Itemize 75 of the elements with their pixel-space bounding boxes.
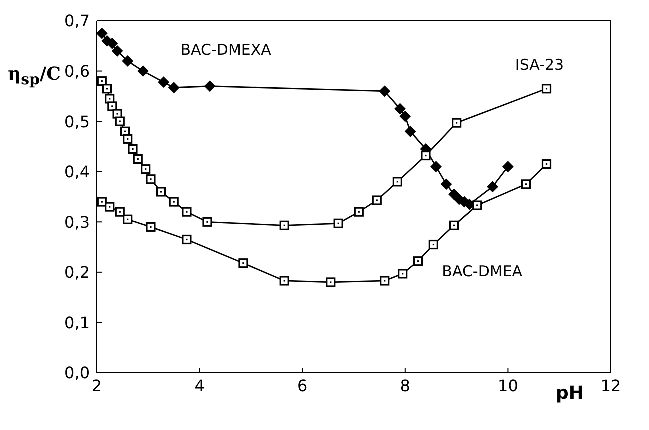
point [441, 178, 452, 190]
point [97, 76, 107, 86]
point [428, 240, 438, 250]
point [112, 109, 122, 119]
series-label: BAC-DMEXA [180, 40, 272, 59]
point [128, 144, 138, 154]
point [398, 269, 408, 279]
x-tick-label: 8 [400, 376, 410, 396]
point [405, 126, 416, 138]
point [521, 180, 531, 190]
point [449, 220, 460, 230]
point [115, 116, 125, 126]
point [158, 76, 170, 88]
point [202, 217, 212, 227]
y-tick-label: 0,5 [64, 112, 90, 132]
x-tick-label: 2 [92, 376, 102, 396]
point [120, 126, 130, 136]
y-tick-label: 0,2 [64, 263, 90, 282]
point [133, 154, 143, 164]
point [542, 84, 552, 94]
y-tick-label: 0,4 [64, 162, 90, 182]
x-tick-label: 10 [498, 376, 518, 396]
point [156, 187, 166, 197]
x-tick-label: 4 [194, 376, 205, 396]
point [105, 202, 115, 212]
point [487, 181, 498, 192]
point [168, 82, 180, 94]
point [141, 164, 151, 174]
point [421, 150, 431, 161]
point [280, 220, 290, 230]
point [472, 200, 482, 210]
x-axis-title: pH [556, 383, 584, 404]
point [146, 222, 156, 232]
point [280, 276, 290, 286]
point [379, 86, 390, 97]
point [354, 207, 364, 217]
point [123, 134, 133, 144]
y-tick-label: 0,7 [64, 12, 90, 31]
y-tick-label: 0,6 [64, 62, 90, 81]
x-tick-label: 12 [600, 376, 622, 396]
point [380, 276, 390, 286]
point [108, 102, 118, 112]
point [138, 66, 149, 77]
point [542, 160, 552, 170]
series-label: BAC-DMEA [442, 262, 524, 281]
y-tick-label: 0,3 [64, 212, 90, 232]
point [413, 256, 424, 266]
point [122, 56, 134, 67]
point [204, 80, 216, 92]
point [112, 46, 124, 57]
point [430, 161, 442, 172]
point [502, 161, 514, 172]
y-tick-label: 0,0 [64, 364, 90, 383]
point [372, 196, 382, 206]
point [392, 177, 402, 187]
point [97, 197, 107, 207]
series-label: ISA-23 [515, 56, 564, 74]
point [115, 207, 125, 217]
point [452, 118, 462, 128]
point [182, 234, 192, 245]
x-tick-label: 6 [298, 376, 308, 396]
point [105, 94, 115, 104]
point [97, 28, 108, 40]
point [123, 214, 133, 224]
y-tick-label: 0,1 [64, 313, 90, 332]
point [334, 218, 344, 228]
point [182, 207, 192, 217]
point [326, 278, 336, 288]
point [394, 104, 406, 114]
point [146, 174, 156, 184]
point [169, 197, 179, 207]
point [238, 258, 248, 268]
y-axis-title: η$_{sp}$/C [8, 64, 61, 89]
point [102, 84, 112, 94]
point [400, 111, 411, 122]
